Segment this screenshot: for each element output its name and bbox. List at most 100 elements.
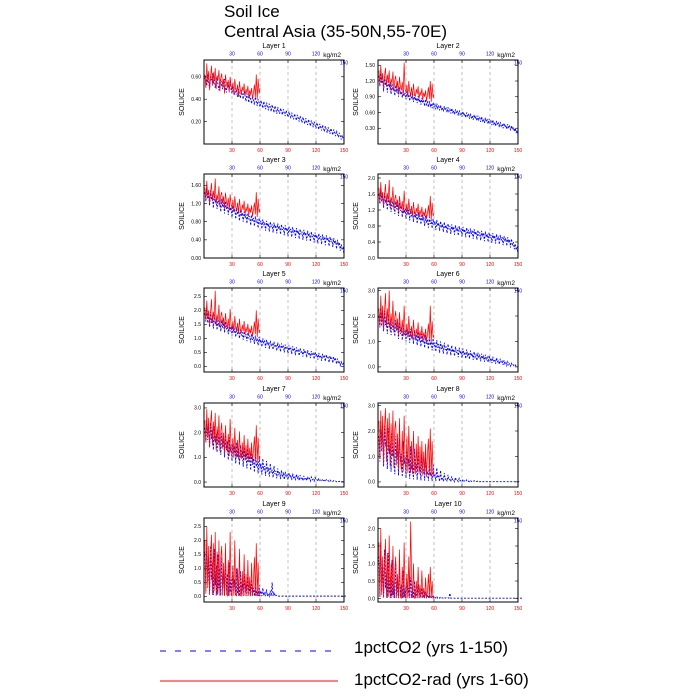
series-line-1pctco2 (378, 308, 519, 368)
plot-frame (203, 173, 345, 259)
series-line-1pctco2 (204, 73, 345, 141)
y-axis-label: SOILICE (353, 88, 360, 116)
y-tick-label: 1.0 (194, 336, 201, 342)
y-tick-label: 0.5 (368, 579, 375, 585)
chart-panel-layer-2: Layer 2 kg/m2 SOILICE 30 30 60 60 90 90 120 120 150… (353, 43, 522, 154)
y-tick-label: 2.0 (368, 176, 375, 182)
x-tick-label-bottom: 90 (285, 376, 291, 382)
series-line-1pctco2 (204, 307, 345, 368)
x-tick-label-bottom: 150 (340, 376, 349, 382)
x-tick-label-top: 30 (403, 166, 409, 172)
x-tick-label-top: 90 (459, 166, 465, 172)
x-tick-label-bottom: 90 (459, 148, 465, 154)
chart-panel-layer-8: Layer 8 kg/m2 SOILICE 30 30 60 60 90 90 120 120 150… (353, 386, 522, 497)
y-tick-label: 0.20 (191, 119, 201, 125)
y-tick-label: 0.0 (368, 256, 375, 262)
x-tick-label-bottom: 120 (486, 148, 495, 154)
x-tick-label-bottom: 30 (403, 491, 409, 497)
x-tick-label-bottom: 30 (229, 262, 235, 268)
chart-panel-layer-6: Layer 6 kg/m2 SOILICE 30 30 60 60 90 90 120 120 150… (353, 271, 522, 382)
x-tick-label-top: 120 (312, 395, 321, 401)
top-axis-unit-label: kg/m2 (323, 280, 341, 287)
x-tick-label-top: 120 (486, 395, 495, 401)
title-line-2: Central Asia (35-50N,55-70E) (224, 22, 448, 41)
plot-frame (377, 59, 519, 145)
x-tick-label-bottom: 150 (514, 148, 523, 154)
top-axis-unit-label: kg/m2 (497, 280, 515, 287)
x-tick-label-top: 90 (285, 166, 291, 172)
x-tick-label-top: 60 (257, 510, 263, 516)
x-tick-label-top: 120 (486, 510, 495, 516)
x-tick-label-bottom: 120 (312, 262, 321, 268)
chart-panel-layer-4: Layer 4 kg/m2 SOILICE 30 30 60 60 90 90 120 120 150… (353, 157, 522, 268)
x-tick-label-bottom: 150 (340, 606, 349, 612)
x-tick-label-bottom: 30 (229, 148, 235, 154)
x-tick-label-top: 90 (285, 395, 291, 401)
x-tick-label-bottom: 30 (403, 376, 409, 382)
x-tick-label-top: 30 (229, 280, 235, 286)
y-tick-label: 0.0 (194, 480, 201, 486)
y-tick-label: 0.80 (191, 219, 201, 225)
x-tick-label-top: 120 (486, 166, 495, 172)
panel-title: Layer 2 (436, 43, 459, 50)
x-tick-label-bottom: 90 (459, 491, 465, 497)
x-tick-label-top: 90 (285, 510, 291, 516)
x-tick-label-top: 30 (229, 510, 235, 516)
x-tick-label-bottom: 120 (312, 148, 321, 154)
y-tick-label: 0.00 (191, 256, 201, 262)
x-tick-label-bottom: 120 (312, 491, 321, 497)
x-tick-label-bottom: 150 (340, 148, 349, 154)
x-tick-label-bottom: 150 (514, 262, 523, 268)
legend-swatch-solid-red (160, 680, 338, 682)
panel-title: Layer 9 (262, 501, 285, 508)
series-line-1pctco2-rad (204, 63, 261, 100)
x-tick-label-top: 90 (459, 280, 465, 286)
x-tick-label-bottom: 60 (431, 376, 437, 382)
x-tick-label-bottom: 30 (229, 606, 235, 612)
x-tick-label-bottom: 60 (431, 606, 437, 612)
x-tick-label-top: 30 (403, 395, 409, 401)
panel-title: Layer 6 (436, 271, 459, 278)
panel-title: Layer 8 (436, 386, 459, 393)
x-tick-label-bottom: 90 (459, 606, 465, 612)
x-tick-label-top: 90 (285, 280, 291, 286)
y-tick-label: 0.90 (365, 95, 375, 101)
x-tick-label-top: 30 (229, 52, 235, 58)
top-axis-unit-label: kg/m2 (497, 395, 515, 402)
x-tick-label-bottom: 90 (459, 376, 465, 382)
y-tick-label: 0.0 (368, 596, 375, 602)
x-tick-label-bottom: 30 (403, 148, 409, 154)
top-axis-unit-label: kg/m2 (497, 52, 515, 59)
x-tick-label-top: 60 (431, 395, 437, 401)
x-tick-label-top: 60 (431, 510, 437, 516)
x-tick-label-bottom: 60 (431, 262, 437, 268)
top-axis-unit-label: kg/m2 (323, 510, 341, 517)
x-tick-label-top: 120 (312, 52, 321, 58)
x-tick-label-bottom: 150 (340, 262, 349, 268)
chart-panel-layer-7: Layer 7 kg/m2 SOILICE 30 30 60 60 90 90 120 120 150… (179, 386, 348, 497)
x-tick-label-bottom: 90 (459, 262, 465, 268)
y-tick-label: 1.5 (368, 544, 375, 550)
series-line-1pctco2-rad (378, 521, 435, 600)
x-tick-label-top: 60 (431, 52, 437, 58)
y-tick-label: 1.5 (194, 552, 201, 558)
y-tick-label: 3.0 (368, 288, 375, 294)
series-line-1pctco2-rad (378, 62, 435, 103)
x-tick-label-top: 60 (257, 280, 263, 286)
top-axis-unit-label: kg/m2 (323, 166, 341, 173)
x-tick-label-top: 30 (229, 166, 235, 172)
x-tick-label-top: 30 (403, 52, 409, 58)
y-axis-label: SOILICE (179, 316, 186, 344)
x-tick-label-bottom: 60 (257, 262, 263, 268)
plot-frame (203, 402, 345, 488)
y-tick-label: 1.5 (194, 322, 201, 328)
x-tick-label-bottom: 150 (514, 606, 523, 612)
legend-item-1pctco2: 1pctCO2 (yrs 1-150) (160, 637, 660, 661)
y-axis-label: SOILICE (179, 88, 186, 116)
y-tick-label: 2.5 (194, 524, 201, 530)
plot-frame (377, 517, 519, 603)
title-line-1: Soil Ice (224, 2, 280, 21)
x-tick-label-bottom: 60 (257, 376, 263, 382)
x-tick-label-bottom: 120 (312, 606, 321, 612)
x-tick-label-bottom: 120 (486, 491, 495, 497)
